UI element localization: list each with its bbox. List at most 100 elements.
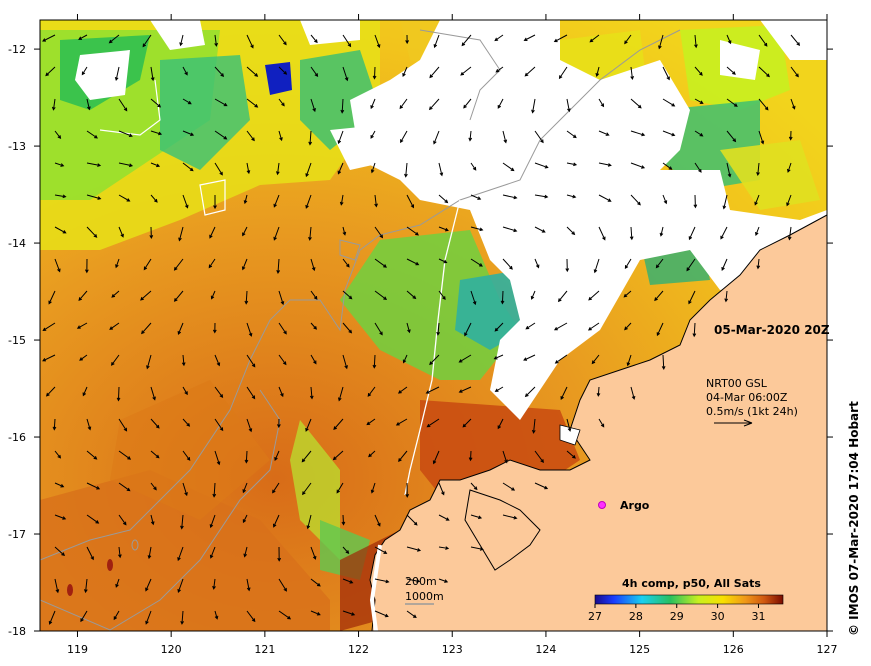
current-arrow-icon — [278, 578, 287, 592]
current-arrow-icon — [598, 418, 605, 428]
contour-1000-label: 1000m — [405, 590, 444, 603]
current-arrow-icon — [143, 258, 152, 271]
current-arrow-icon — [523, 34, 536, 41]
current-arrow-icon — [495, 66, 504, 73]
current-arrow-icon — [310, 290, 318, 300]
argo-label: Argo — [620, 499, 650, 512]
current-arrow-icon — [406, 290, 417, 300]
current-arrow-icon — [208, 258, 216, 269]
current-arrow-icon — [470, 482, 478, 491]
current-arrow-icon — [309, 386, 314, 400]
current-arrow-icon — [786, 194, 792, 207]
current-arrow-icon — [658, 34, 664, 50]
current-arrow-icon — [659, 226, 664, 237]
current-arrow-icon — [468, 450, 473, 462]
current-arrow-icon — [243, 546, 248, 558]
current-arrow-icon — [502, 258, 513, 270]
current-arrow-icon — [558, 66, 568, 80]
current-arrow-icon — [141, 322, 152, 335]
x-tick-label: 125 — [629, 643, 650, 656]
current-arrow-icon — [370, 162, 376, 174]
current-arrow-icon — [241, 258, 248, 271]
current-arrow-icon — [150, 514, 155, 526]
current-arrow-icon — [470, 226, 484, 232]
colorbar-title: 4h comp, p50, All Sats — [622, 577, 761, 590]
current-arrow-icon — [177, 546, 184, 562]
current-arrow-icon — [662, 162, 673, 170]
current-arrow-icon — [214, 610, 219, 620]
current-arrow-icon — [212, 482, 217, 498]
current-arrow-icon — [406, 610, 417, 619]
current-arrow-icon — [150, 98, 162, 108]
current-arrow-icon — [209, 546, 216, 559]
x-tick-label: 122 — [348, 643, 369, 656]
current-arrow-icon — [305, 162, 312, 178]
current-arrow-icon — [48, 610, 56, 625]
current-arrow-icon — [395, 418, 408, 426]
current-arrow-icon — [181, 354, 186, 367]
y-tick-label: -13 — [8, 140, 26, 153]
current-arrow-icon — [278, 66, 288, 75]
current-arrow-icon — [214, 98, 228, 107]
current-arrow-icon — [654, 290, 664, 302]
current-arrow-icon — [342, 34, 352, 48]
current-arrow-icon — [147, 546, 152, 560]
current-arrow-icon — [655, 258, 664, 269]
current-arrow-icon — [588, 290, 600, 301]
current-arrow-icon — [182, 418, 191, 427]
current-arrow-icon — [113, 610, 120, 621]
current-arrow-icon — [182, 386, 188, 396]
current-arrow-icon — [86, 130, 98, 139]
current-arrow-icon — [534, 194, 549, 199]
current-arrow-icon — [86, 418, 92, 431]
current-arrow-icon — [146, 354, 152, 370]
current-arrow-icon — [246, 130, 255, 142]
current-arrow-icon — [692, 322, 697, 338]
current-arrow-icon — [54, 194, 67, 199]
current-arrow-icon — [178, 226, 184, 242]
current-arrow-icon — [54, 162, 65, 167]
current-arrow-icon — [278, 34, 287, 46]
current-arrow-icon — [502, 450, 508, 464]
current-arrow-icon — [721, 258, 728, 271]
current-arrow-icon — [460, 66, 472, 76]
date-label: 05-Mar-2020 20Z — [714, 323, 830, 337]
current-arrow-icon — [470, 290, 477, 306]
current-arrow-icon — [246, 578, 251, 592]
current-arrow-icon — [661, 354, 666, 370]
current-arrow-icon — [212, 322, 217, 334]
current-arrow-icon — [790, 34, 801, 47]
current-arrow-icon — [310, 258, 316, 272]
current-arrow-icon — [54, 482, 65, 488]
current-arrow-icon — [534, 450, 544, 464]
current-arrow-icon — [278, 130, 283, 142]
current-arrow-icon — [758, 34, 768, 47]
current-arrow-icon — [273, 194, 280, 208]
current-arrow-icon — [275, 162, 280, 176]
current-arrow-icon — [108, 34, 120, 44]
y-tick-label: -15 — [8, 334, 26, 347]
current-arrow-icon — [756, 162, 760, 176]
current-arrow-icon — [118, 450, 132, 460]
current-arrow-icon — [118, 514, 127, 526]
current-arrow-icon — [115, 258, 120, 269]
current-arrow-icon — [272, 482, 280, 494]
current-arrow-icon — [337, 130, 344, 145]
current-arrow-icon — [246, 34, 254, 49]
current-arrow-icon — [629, 226, 634, 241]
current-arrow-icon — [246, 322, 253, 337]
current-arrow-icon — [438, 290, 446, 301]
current-arrow-icon — [310, 354, 317, 365]
current-arrow-icon — [52, 418, 57, 431]
current-arrow-icon — [458, 386, 472, 393]
current-arrow-icon — [118, 98, 128, 112]
current-arrow-icon — [404, 162, 408, 178]
current-arrow-icon — [438, 546, 450, 550]
current-arrow-icon — [406, 546, 422, 552]
current-arrow-icon — [438, 162, 444, 177]
colorbar-tick-label: 27 — [588, 610, 602, 623]
current-arrow-icon — [308, 226, 312, 241]
current-arrow-icon — [210, 290, 216, 300]
current-arrow-icon — [278, 322, 287, 335]
current-arrow-icon — [623, 290, 632, 298]
